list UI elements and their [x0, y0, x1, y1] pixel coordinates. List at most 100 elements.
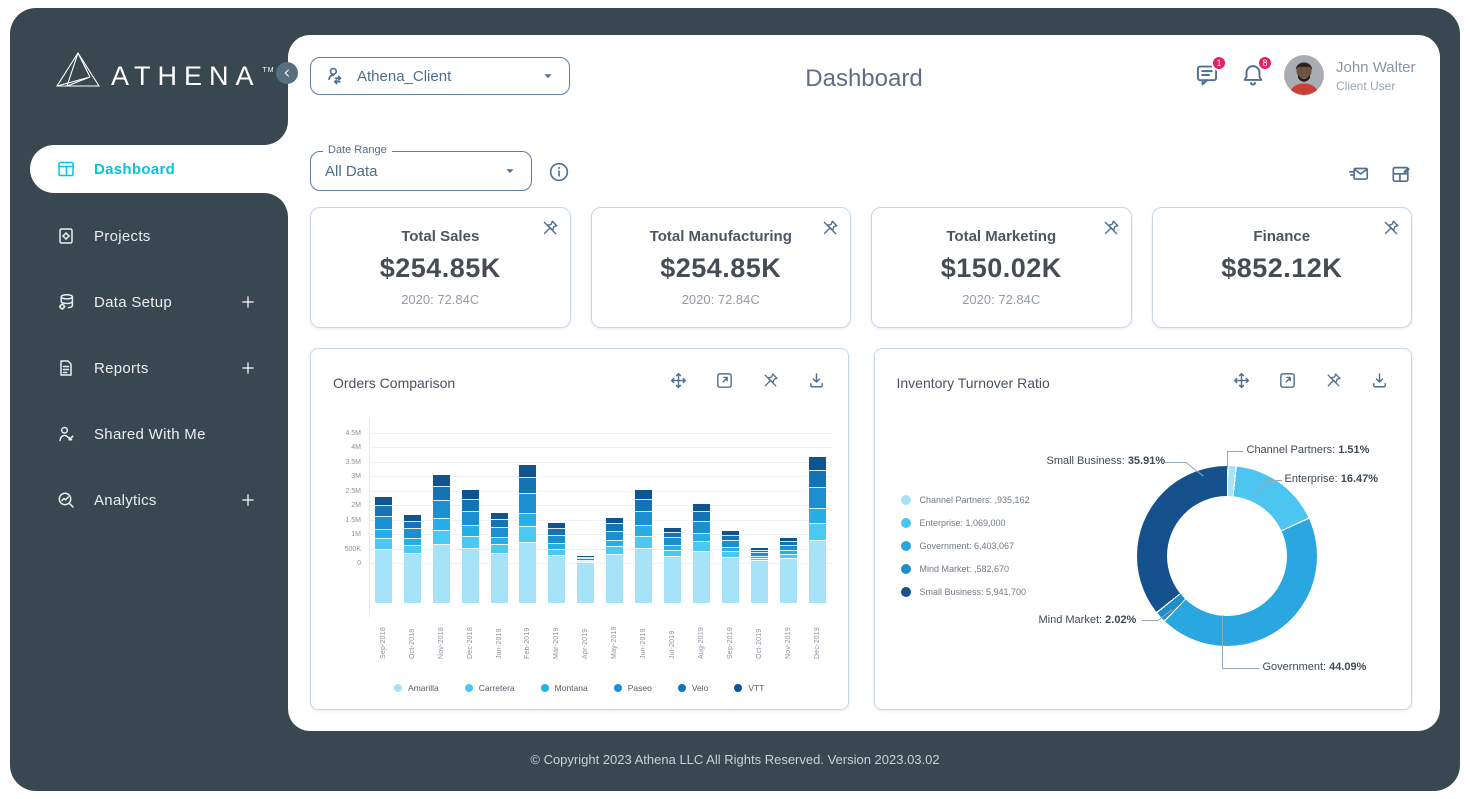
bar-segment-carretera[interactable]: [779, 553, 797, 558]
unpin-icon[interactable]: [540, 218, 560, 238]
expand-icon[interactable]: [715, 371, 734, 390]
bar-segment-carretera[interactable]: [432, 530, 450, 545]
legend-item[interactable]: Velo: [677, 683, 708, 693]
bar-segment-paseo[interactable]: [519, 492, 537, 513]
bar-segment-velo[interactable]: [461, 498, 479, 511]
legend-item[interactable]: VTT: [734, 683, 764, 693]
user-avatar[interactable]: [1284, 55, 1324, 95]
bar-segment-velo[interactable]: [635, 498, 653, 511]
bar-segment-paseo[interactable]: [808, 486, 826, 509]
bar-segment-vtt[interactable]: [403, 514, 421, 521]
bar-segment-velo[interactable]: [779, 540, 797, 545]
bar-segment-carretera[interactable]: [403, 545, 421, 554]
bar-segment-montana[interactable]: [808, 508, 826, 524]
info-button[interactable]: [548, 161, 570, 183]
bar-segment-carretera[interactable]: [577, 560, 595, 563]
bar-segment-amarilla[interactable]: [635, 547, 653, 603]
donut-legend-item[interactable]: Small Business: 5,941,700: [900, 587, 1030, 597]
stacked-bar[interactable]: [403, 417, 421, 603]
bar-segment-carretera[interactable]: [635, 535, 653, 548]
bar-segment-montana[interactable]: [548, 542, 566, 549]
donut-legend-item[interactable]: Mind Market: ,582,670: [900, 564, 1030, 574]
bar-segment-montana[interactable]: [721, 546, 739, 552]
notifications-button[interactable]: 8: [1240, 55, 1273, 88]
bar-segment-vtt[interactable]: [519, 465, 537, 478]
bar-segment-paseo[interactable]: [606, 530, 624, 540]
stacked-bar[interactable]: [721, 417, 739, 603]
bar-segment-vtt[interactable]: [692, 504, 710, 512]
bar-segment-amarilla[interactable]: [721, 556, 739, 603]
stacked-bar[interactable]: [548, 417, 566, 603]
bar-segment-montana[interactable]: [432, 517, 450, 531]
bar-segment-amarilla[interactable]: [577, 562, 595, 603]
bar-segment-montana[interactable]: [461, 525, 479, 536]
bar-segment-amarilla[interactable]: [432, 544, 450, 603]
bar-segment-paseo[interactable]: [779, 544, 797, 551]
bar-segment-carretera[interactable]: [461, 535, 479, 548]
bar-segment-vtt[interactable]: [577, 556, 595, 558]
stacked-bar[interactable]: [635, 417, 653, 603]
sidebar-collapse-button[interactable]: [276, 62, 298, 84]
sidebar-item-dashboard[interactable]: Dashboard: [30, 145, 288, 193]
bar-segment-vtt[interactable]: [750, 548, 768, 550]
bar-segment-montana[interactable]: [750, 555, 768, 558]
download-icon[interactable]: [1370, 371, 1389, 390]
stacked-bar[interactable]: [374, 417, 392, 603]
bar-segment-carretera[interactable]: [519, 526, 537, 543]
legend-item[interactable]: Amarilla: [394, 683, 439, 693]
bar-segment-velo[interactable]: [808, 469, 826, 487]
bar-segment-montana[interactable]: [403, 538, 421, 546]
expand-icon[interactable]: [1278, 371, 1297, 390]
bar-segment-amarilla[interactable]: [490, 552, 508, 603]
bar-segment-vtt[interactable]: [606, 517, 624, 524]
bar-segment-amarilla[interactable]: [664, 555, 682, 603]
stacked-bar[interactable]: [750, 417, 768, 603]
bar-segment-velo[interactable]: [403, 520, 421, 529]
bar-segment-velo[interactable]: [606, 523, 624, 531]
bar-segment-velo[interactable]: [692, 511, 710, 521]
bar-segment-carretera[interactable]: [606, 546, 624, 554]
unpin-icon[interactable]: [1101, 218, 1121, 238]
bar-segment-velo[interactable]: [721, 534, 739, 541]
send-mail-icon[interactable]: [1348, 163, 1370, 185]
bar-segment-amarilla[interactable]: [374, 549, 392, 603]
bar-segment-paseo[interactable]: [692, 520, 710, 533]
unpin-icon[interactable]: [820, 218, 840, 238]
bar-segment-paseo[interactable]: [548, 534, 566, 543]
bar-segment-paseo[interactable]: [635, 510, 653, 526]
bar-segment-amarilla[interactable]: [808, 540, 826, 603]
bar-segment-vtt[interactable]: [490, 513, 508, 519]
sidebar-item-data-setup[interactable]: Data Setup: [30, 278, 268, 326]
stacked-bar[interactable]: [432, 417, 450, 603]
bar-segment-montana[interactable]: [519, 512, 537, 527]
stacked-bar[interactable]: [808, 417, 826, 603]
bar-segment-paseo[interactable]: [374, 515, 392, 530]
stacked-bar[interactable]: [577, 417, 595, 603]
stacked-bar[interactable]: [606, 417, 624, 603]
bar-segment-velo[interactable]: [519, 477, 537, 493]
bar-segment-velo[interactable]: [750, 549, 768, 553]
date-range-select[interactable]: Date Range All Data: [310, 144, 532, 191]
messages-button[interactable]: 1: [1194, 55, 1227, 88]
bar-segment-vtt[interactable]: [432, 475, 450, 486]
bar-segment-paseo[interactable]: [403, 528, 421, 539]
stacked-bar[interactable]: [519, 417, 537, 603]
client-selector[interactable]: Athena_Client: [310, 57, 570, 95]
bar-segment-velo[interactable]: [548, 528, 566, 535]
bar-segment-paseo[interactable]: [664, 537, 682, 545]
bar-segment-amarilla[interactable]: [750, 560, 768, 603]
stacked-bar[interactable]: [692, 417, 710, 603]
donut-chart[interactable]: [1136, 466, 1317, 646]
unpin-icon[interactable]: [1324, 371, 1343, 390]
bar-segment-paseo[interactable]: [461, 510, 479, 526]
move-icon[interactable]: [669, 371, 688, 390]
bar-segment-carretera[interactable]: [808, 523, 826, 541]
bar-segment-amarilla[interactable]: [461, 547, 479, 603]
bar-segment-montana[interactable]: [577, 559, 595, 561]
bar-segment-velo[interactable]: [374, 505, 392, 516]
sidebar-item-shared-with-me[interactable]: Shared With Me: [30, 410, 268, 458]
unpin-icon[interactable]: [761, 371, 780, 390]
bar-segment-vtt[interactable]: [548, 523, 566, 529]
bar-segment-carretera[interactable]: [692, 541, 710, 551]
bar-segment-amarilla[interactable]: [519, 542, 537, 603]
